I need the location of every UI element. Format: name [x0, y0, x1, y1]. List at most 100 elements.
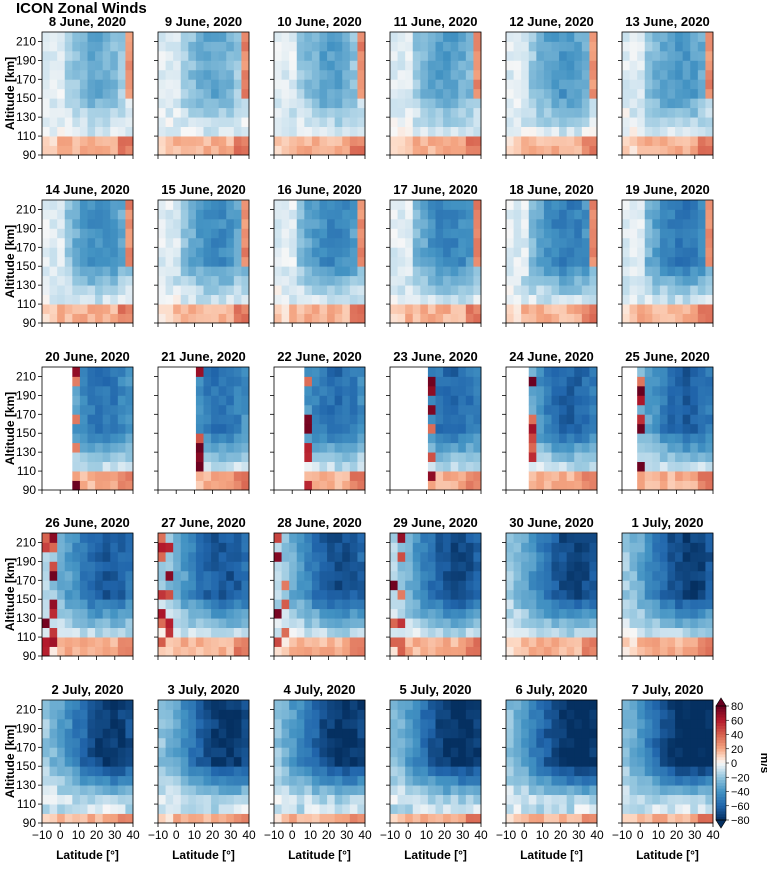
heatmap-cell — [412, 294, 421, 305]
heatmap-cell — [705, 294, 714, 305]
heatmap-cell — [682, 304, 691, 314]
heatmap-cell — [405, 785, 414, 796]
heatmap-cell — [304, 237, 313, 248]
heatmap-cell — [117, 589, 126, 600]
heatmap-cell — [458, 313, 467, 324]
heatmap-cell — [188, 117, 197, 128]
heatmap-cell — [528, 41, 537, 52]
heatmap-cell — [574, 561, 583, 572]
heatmap-cell — [211, 618, 220, 629]
heatmap-cell — [188, 737, 197, 748]
heatmap-cell — [581, 376, 590, 387]
heatmap-cell — [405, 646, 414, 657]
heatmap-cell — [690, 32, 699, 42]
heatmap-cell — [644, 580, 653, 591]
heatmap-cell — [334, 728, 343, 739]
heatmap-cell — [697, 367, 706, 377]
heatmap-cell — [521, 589, 530, 600]
heatmap-cell — [87, 98, 96, 109]
heatmap-cell — [125, 785, 134, 796]
x-tick-label: −10 — [612, 828, 633, 842]
heatmap-cell — [465, 461, 474, 472]
heatmap-cell — [513, 209, 522, 220]
heatmap-cell — [95, 709, 104, 720]
heatmap-cell — [513, 551, 522, 562]
heatmap-cell — [581, 145, 590, 156]
heatmap-cell — [102, 433, 111, 444]
heatmap-cell — [450, 785, 459, 796]
heatmap-cell — [218, 728, 227, 739]
heatmap-cell — [342, 718, 351, 729]
heatmap-cell — [79, 551, 88, 562]
heatmap-cell — [521, 50, 530, 61]
heatmap-cell — [42, 218, 50, 229]
heatmap-cell — [536, 627, 545, 638]
heatmap-cell — [57, 41, 66, 52]
heatmap-cell — [158, 570, 166, 581]
heatmap-cell — [390, 50, 398, 61]
heatmap-cell — [566, 275, 575, 286]
heatmap-cell — [551, 107, 560, 118]
heatmap-cell — [334, 414, 343, 425]
heatmap-cell — [281, 737, 290, 748]
heatmap-cell — [652, 145, 661, 156]
heatmap-cell — [195, 107, 204, 118]
heatmap-cell — [528, 570, 537, 581]
heatmap-cell — [241, 228, 250, 239]
heatmap-cell — [690, 136, 699, 146]
heatmap-cell — [551, 728, 560, 739]
heatmap-cell — [117, 313, 126, 324]
heatmap-cell — [551, 618, 560, 629]
heatmap-cell — [195, 60, 204, 71]
heatmap-cell — [637, 618, 646, 629]
heatmap-cell — [327, 756, 336, 767]
heatmap-cell — [629, 88, 638, 99]
heatmap-cell — [528, 646, 537, 657]
heatmap-cell — [87, 117, 96, 128]
heatmap-cell — [397, 218, 406, 229]
heatmap-cell — [667, 637, 676, 647]
heatmap-cell — [443, 32, 452, 42]
heatmap-cell — [443, 376, 452, 387]
heatmap-cell — [226, 395, 235, 406]
heatmap-cell — [405, 618, 414, 629]
heatmap-cell — [513, 69, 522, 80]
heatmap-cell — [165, 294, 174, 305]
heatmap-cell — [682, 718, 691, 729]
heatmap-cell — [342, 646, 351, 657]
heatmap-cell — [357, 700, 366, 710]
heatmap-cell — [274, 107, 282, 118]
heatmap-cell — [241, 69, 250, 80]
heatmap-cell — [311, 700, 320, 710]
heatmap-cell — [296, 294, 305, 305]
heatmap-cell — [42, 294, 50, 305]
heatmap-cell — [241, 304, 250, 314]
heatmap-cell — [195, 461, 204, 472]
heatmap-cell — [405, 580, 414, 591]
heatmap-cell — [327, 627, 336, 638]
heatmap-cell — [581, 589, 590, 600]
heatmap-cell — [211, 218, 220, 229]
heatmap-cell — [682, 275, 691, 286]
heatmap-cell — [682, 200, 691, 210]
heatmap-cell — [180, 237, 189, 248]
heatmap-cell — [241, 107, 250, 118]
heatmap-cell — [412, 618, 421, 629]
heatmap-cell — [644, 775, 653, 786]
heatmap-cell — [211, 627, 220, 638]
heatmap-cell — [188, 533, 197, 543]
heatmap-cell — [79, 404, 88, 415]
heatmap-cell — [233, 256, 242, 267]
heatmap-cell — [581, 423, 590, 434]
heatmap-cell — [473, 627, 482, 638]
panel-title: 24 June, 2020 — [509, 349, 594, 364]
heatmap-cell — [574, 452, 583, 463]
heatmap-cell — [574, 542, 583, 553]
heatmap-cell — [450, 107, 459, 118]
heatmap-cell — [165, 218, 174, 229]
heatmap-cell — [690, 98, 699, 109]
heatmap-cell — [682, 256, 691, 267]
heatmap-cell — [110, 599, 119, 610]
heatmap-cell — [559, 145, 568, 156]
heatmap-cell — [652, 79, 661, 90]
